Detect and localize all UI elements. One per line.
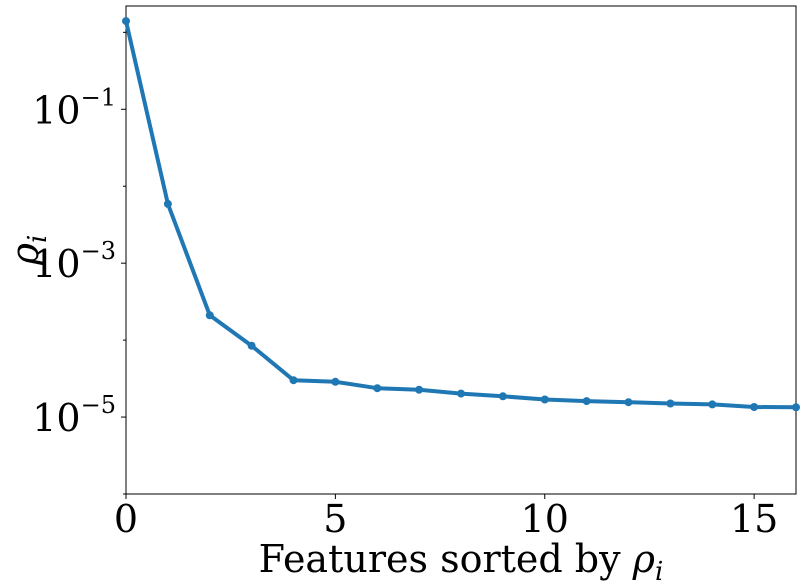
y-axis-ticks: 10−1 10−3 10−5 bbox=[32, 31, 126, 495]
data-point bbox=[708, 400, 717, 409]
x-tick-label: 5 bbox=[323, 497, 347, 541]
plot-area bbox=[125, 5, 797, 495]
data-point bbox=[498, 392, 507, 401]
data-point bbox=[163, 199, 172, 208]
data-point bbox=[457, 389, 465, 398]
y-tick-label: 10−5 bbox=[32, 391, 116, 440]
data-point bbox=[415, 385, 424, 394]
data-point bbox=[792, 403, 800, 412]
x-tick-label: 15 bbox=[730, 497, 778, 541]
data-point bbox=[205, 311, 214, 320]
data-point bbox=[750, 403, 759, 411]
data-point bbox=[373, 384, 382, 393]
y-tick-label: 10−3 bbox=[32, 237, 116, 286]
data-point bbox=[331, 377, 340, 386]
y-tick-label: 10−1 bbox=[32, 83, 116, 132]
data-point bbox=[247, 341, 256, 350]
data-point bbox=[666, 399, 675, 408]
data-point bbox=[289, 376, 298, 385]
x-tick-label: 0 bbox=[114, 497, 138, 541]
y-axis-label: ρi bbox=[3, 235, 53, 267]
data-point bbox=[582, 397, 591, 406]
x-axis-ticks: 0 5 10 15 bbox=[114, 494, 778, 541]
x-axis-label: Features sorted by ρi bbox=[259, 537, 664, 586]
x-tick-label: 10 bbox=[521, 497, 569, 541]
data-point bbox=[540, 395, 549, 404]
data-point bbox=[122, 17, 130, 26]
chart-marks bbox=[122, 17, 800, 412]
data-point bbox=[624, 398, 633, 407]
